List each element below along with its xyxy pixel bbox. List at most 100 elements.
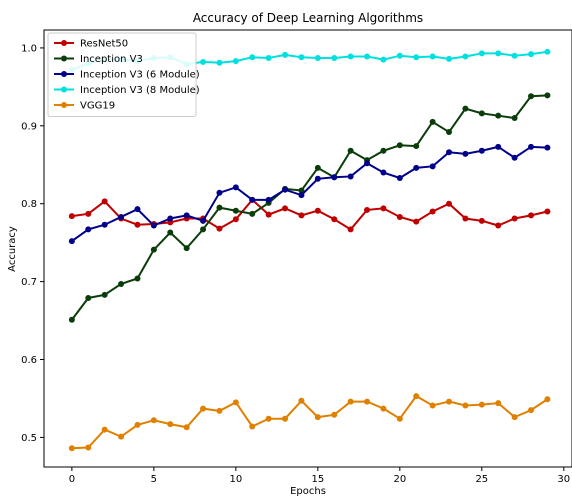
data-point-vgg19 [102, 427, 108, 433]
data-point-resnet50 [348, 226, 354, 232]
legend-entry-label: Inception V3 [80, 54, 143, 65]
data-point-vgg19 [495, 400, 501, 406]
data-point-vgg19 [380, 406, 386, 412]
data-point-inception-v3-6-module [315, 176, 321, 182]
data-point-inception-v3-8-module [315, 55, 321, 61]
data-point-vgg19 [118, 434, 124, 440]
x-tick-label: 25 [475, 474, 488, 485]
series-line-inception-v3 [72, 95, 548, 319]
data-point-vgg19 [446, 399, 452, 405]
data-point-inception-v3-8-module [495, 50, 501, 56]
data-point-vgg19 [266, 416, 272, 422]
data-point-inception-v3-6-module [479, 148, 485, 154]
data-point-inception-v3-8-module [216, 60, 222, 66]
data-point-inception-v3-6-module [249, 197, 255, 203]
legend-entry-label: Inception V3 (6 Module) [80, 70, 200, 81]
data-point-vgg19 [151, 417, 157, 423]
data-point-vgg19 [413, 393, 419, 399]
data-point-vgg19 [167, 421, 173, 427]
data-point-inception-v3 [249, 211, 255, 217]
data-point-resnet50 [315, 208, 321, 214]
data-point-inception-v3-6-module [298, 192, 304, 198]
data-point-inception-v3-8-module [446, 56, 452, 62]
data-point-vgg19 [479, 402, 485, 408]
data-point-inception-v3-6-module [331, 174, 337, 180]
data-point-inception-v3 [479, 110, 485, 116]
data-point-inception-v3-6-module [462, 151, 468, 157]
data-point-inception-v3 [134, 275, 140, 281]
data-point-vgg19 [397, 416, 403, 422]
data-point-resnet50 [331, 216, 337, 222]
data-point-vgg19 [430, 402, 436, 408]
data-point-inception-v3-8-module [348, 53, 354, 59]
data-point-inception-v3-6-module [85, 226, 91, 232]
data-point-inception-v3-6-module [184, 212, 190, 218]
data-point-inception-v3-6-module [118, 214, 124, 220]
data-point-vgg19 [348, 399, 354, 405]
legend-entry-label: Inception V3 (8 Module) [80, 85, 200, 96]
data-point-inception-v3-8-module [462, 53, 468, 59]
data-point-inception-v3 [102, 292, 108, 298]
data-point-inception-v3 [397, 142, 403, 148]
data-point-inception-v3-6-module [364, 160, 370, 166]
y-tick-label: 0.7 [21, 277, 37, 288]
data-point-inception-v3 [151, 247, 157, 253]
data-point-inception-v3 [430, 119, 436, 125]
y-tick-label: 0.8 [21, 199, 37, 210]
data-point-inception-v3-6-module [282, 187, 288, 193]
data-point-vgg19 [200, 406, 206, 412]
data-point-inception-v3-8-module [200, 59, 206, 65]
data-point-resnet50 [69, 213, 75, 219]
data-point-inception-v3-6-module [495, 144, 501, 150]
legend-swatch-marker [61, 87, 67, 93]
legend-swatch-marker [61, 102, 67, 108]
data-point-inception-v3-6-module [200, 218, 206, 224]
data-point-inception-v3-8-module [298, 54, 304, 60]
data-point-vgg19 [331, 412, 337, 418]
data-point-inception-v3-8-module [479, 50, 485, 56]
data-point-vgg19 [216, 408, 222, 414]
x-tick-label: 10 [229, 474, 242, 485]
data-point-inception-v3 [512, 115, 518, 121]
data-point-vgg19 [249, 423, 255, 429]
data-point-inception-v3-6-module [397, 175, 403, 181]
x-tick-label: 15 [311, 474, 324, 485]
data-point-resnet50 [364, 207, 370, 213]
data-point-inception-v3 [413, 143, 419, 149]
y-tick-label: 1.0 [21, 43, 37, 54]
data-point-vgg19 [184, 424, 190, 430]
data-point-inception-v3 [118, 281, 124, 287]
data-point-inception-v3-6-module [430, 163, 436, 169]
data-point-inception-v3 [315, 165, 321, 171]
data-point-resnet50 [462, 216, 468, 222]
data-point-vgg19 [364, 399, 370, 405]
data-point-vgg19 [512, 414, 518, 420]
data-point-resnet50 [102, 198, 108, 204]
legend-swatch-marker [61, 40, 67, 46]
data-point-vgg19 [282, 416, 288, 422]
data-point-resnet50 [446, 201, 452, 207]
y-tick-label: 0.5 [21, 433, 37, 444]
data-point-inception-v3-8-module [364, 53, 370, 59]
data-point-resnet50 [380, 205, 386, 211]
data-point-resnet50 [233, 216, 239, 222]
data-point-resnet50 [298, 212, 304, 218]
data-point-vgg19 [528, 407, 534, 413]
data-point-inception-v3-6-module [233, 184, 239, 190]
x-axis-label: Epochs [290, 486, 326, 497]
data-point-inception-v3 [85, 295, 91, 301]
data-point-vgg19 [69, 445, 75, 451]
data-point-resnet50 [85, 211, 91, 217]
chart-title: Accuracy of Deep Learning Algorithms [193, 11, 423, 25]
data-point-inception-v3 [216, 205, 222, 211]
data-point-vgg19 [462, 402, 468, 408]
y-axis-label: Accuracy [7, 226, 18, 272]
data-point-inception-v3-8-module [528, 51, 534, 57]
legend-swatch-marker [61, 71, 67, 77]
data-point-vgg19 [544, 396, 550, 402]
data-point-vgg19 [298, 398, 304, 404]
data-point-inception-v3-8-module [512, 53, 518, 59]
data-point-inception-v3-6-module [512, 155, 518, 161]
